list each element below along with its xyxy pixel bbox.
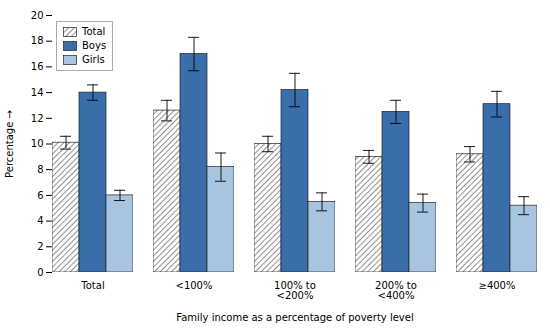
svg-text:18: 18	[31, 35, 44, 46]
svg-text:4: 4	[37, 215, 43, 226]
html-text:Boys: Boys	[82, 40, 107, 51]
svg-text:6: 6	[37, 190, 43, 201]
svg-text:<100%: <100%	[176, 280, 213, 291]
svg-text:100% to<200%: 100% to<200%	[274, 280, 316, 301]
svg-text:12: 12	[31, 113, 44, 124]
svg-text:16: 16	[31, 61, 44, 72]
svg-text:200% to<400%: 200% to<400%	[375, 280, 417, 301]
svg-text:10: 10	[31, 138, 44, 149]
svg-text:8: 8	[37, 164, 43, 175]
svg-text:Total: Total	[80, 280, 104, 291]
html-text:Total: Total	[82, 26, 106, 37]
svg-text:≥400%: ≥400%	[479, 280, 516, 291]
svg-text:20: 20	[31, 10, 44, 21]
svg-text:2: 2	[37, 241, 43, 252]
html-text:Girls: Girls	[82, 54, 105, 65]
svg-text:Percentage →: Percentage →	[4, 110, 15, 178]
svg-text:14: 14	[31, 87, 44, 98]
svg-text:Family income as a percentage: Family income as a percentage of poverty…	[176, 312, 413, 323]
svg-text:0: 0	[37, 267, 43, 278]
